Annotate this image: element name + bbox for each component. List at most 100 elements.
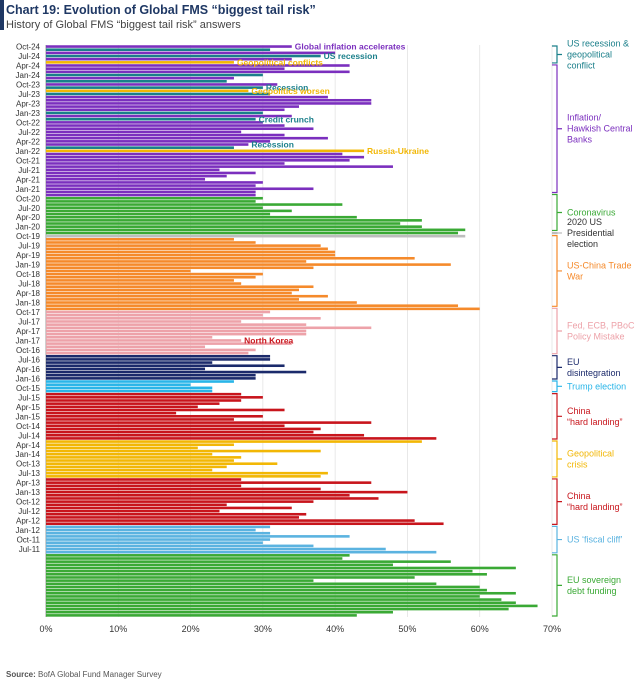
group-label: Inflation/ xyxy=(567,113,602,123)
bar xyxy=(46,80,227,83)
bar xyxy=(46,525,271,529)
y-tick-label: Apr-20 xyxy=(16,213,41,222)
bar xyxy=(46,414,263,418)
bar-annotation: Global inflation accelerates xyxy=(295,42,406,52)
group-label: Geopolitical xyxy=(567,448,614,458)
bar xyxy=(46,383,191,386)
y-tick-label: Oct-18 xyxy=(16,270,41,279)
bar xyxy=(46,102,372,105)
bar xyxy=(46,604,538,608)
y-tick-label: Oct-24 xyxy=(16,43,41,52)
y-tick-label: Oct-11 xyxy=(17,536,41,545)
bar xyxy=(46,500,314,503)
bar xyxy=(46,614,357,617)
x-tick-label: 20% xyxy=(182,624,200,634)
y-tick-label: Jan-17 xyxy=(16,336,41,345)
y-tick-label: Oct-20 xyxy=(16,194,41,203)
bar xyxy=(46,437,437,440)
bar xyxy=(46,528,256,532)
bar xyxy=(46,313,263,317)
bar xyxy=(46,200,256,203)
bar xyxy=(46,465,227,469)
bar xyxy=(46,124,285,127)
group-label: US-China Trade xyxy=(567,260,632,270)
bar xyxy=(46,51,336,55)
bar xyxy=(46,127,314,131)
y-tick-label: Oct-22 xyxy=(16,118,41,127)
bar xyxy=(46,610,393,614)
y-tick-label: Jan-20 xyxy=(16,223,41,232)
bar xyxy=(46,506,292,510)
group-label: EU xyxy=(567,357,580,367)
y-tick-label: Jan-19 xyxy=(16,261,41,270)
bar xyxy=(46,48,271,52)
group-label: Coronavirus xyxy=(567,207,616,217)
bar xyxy=(46,263,451,266)
bar xyxy=(46,190,256,194)
bar xyxy=(46,244,321,247)
bar xyxy=(46,219,422,222)
bar xyxy=(46,171,256,175)
bar xyxy=(46,471,328,475)
group-label: disintegration xyxy=(567,368,621,378)
bar xyxy=(46,114,292,118)
group-label: “hard landing” xyxy=(567,502,623,512)
bar xyxy=(46,159,350,162)
bar xyxy=(46,193,256,197)
bar xyxy=(46,64,350,67)
chart-title: Chart 19: Evolution of Global FMS “bigge… xyxy=(6,3,316,17)
bar xyxy=(46,418,234,421)
source-text: BofA Global Fund Manager Survey xyxy=(35,670,162,679)
bar xyxy=(46,569,473,573)
bar xyxy=(46,83,278,86)
y-tick-label: Jul-16 xyxy=(18,355,40,364)
bar xyxy=(46,585,480,589)
bar xyxy=(46,351,249,355)
group-bracket xyxy=(552,393,562,440)
bar xyxy=(46,367,206,371)
bar xyxy=(46,373,256,377)
bar xyxy=(46,196,263,200)
bar xyxy=(46,396,263,399)
bar xyxy=(46,95,328,99)
bar xyxy=(46,588,487,592)
bar xyxy=(46,566,516,570)
group-bracket xyxy=(552,235,562,307)
bar xyxy=(46,354,271,358)
y-tick-label: Jul-21 xyxy=(18,166,40,175)
bar xyxy=(46,212,271,216)
bar-annotation: Geopolitical conflicts xyxy=(237,57,323,67)
bar xyxy=(46,136,328,140)
x-tick-label: 10% xyxy=(109,624,127,634)
bar xyxy=(46,487,321,491)
bar-annotation: Recession xyxy=(266,83,309,93)
y-tick-label: Apr-19 xyxy=(16,251,41,260)
y-tick-label: Apr-12 xyxy=(16,517,41,526)
y-tick-label: Jul-19 xyxy=(18,242,40,251)
y-tick-label: Oct-15 xyxy=(16,384,41,393)
y-tick-label: Apr-15 xyxy=(16,403,41,412)
y-tick-label: Jan-16 xyxy=(16,374,41,383)
group-bracket xyxy=(552,355,562,380)
y-tick-label: Apr-22 xyxy=(16,137,41,146)
bar xyxy=(46,516,299,519)
bar xyxy=(46,282,242,285)
bar xyxy=(46,241,256,244)
bar xyxy=(46,440,422,443)
x-tick-label: 30% xyxy=(254,624,272,634)
bar xyxy=(46,358,271,361)
bar xyxy=(46,108,285,112)
group-label: Fed, ECB, PBoC xyxy=(567,321,635,331)
y-tick-label: Jul-23 xyxy=(18,90,40,99)
y-tick-label: Jan-24 xyxy=(16,71,41,80)
bar xyxy=(46,364,285,368)
bar xyxy=(46,168,220,172)
title-accent-bar xyxy=(0,0,4,30)
bar-annotation: North Korea xyxy=(244,335,293,345)
bar xyxy=(46,459,234,462)
bar xyxy=(46,389,213,393)
bar-annotation: Russia-Ukraine xyxy=(367,146,429,156)
group-label: Policy Mistake xyxy=(567,332,625,342)
group-label: geopolitical xyxy=(567,49,612,59)
group-bracket xyxy=(552,554,562,617)
